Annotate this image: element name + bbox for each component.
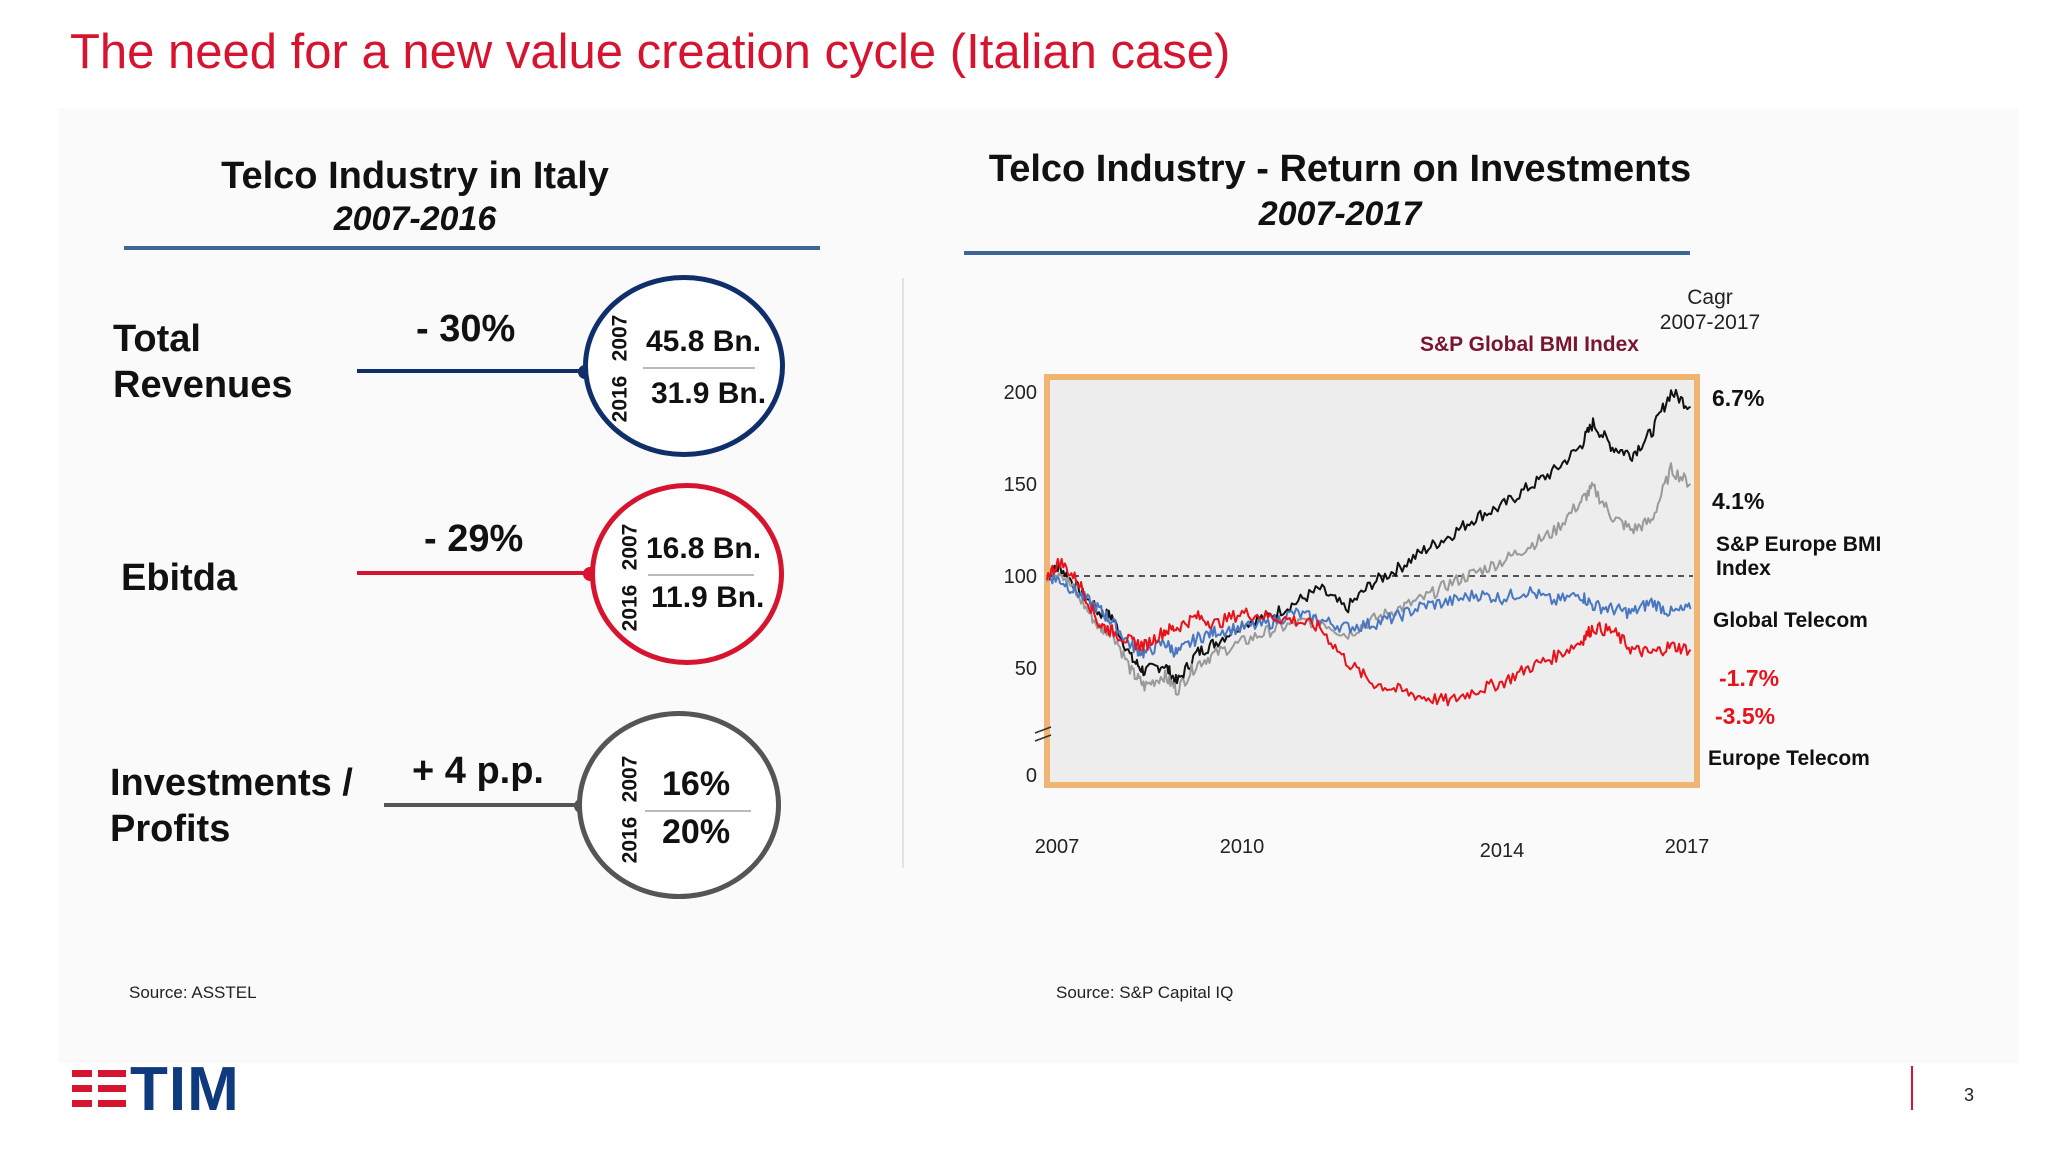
x-tick-label: 2007 (1035, 836, 1080, 858)
year-bottom: 2016 (618, 584, 642, 632)
x-tick-label: 2014 (1480, 840, 1525, 862)
value-bottom: 20% (662, 813, 731, 851)
value-top: 45.8 Bn. (646, 325, 762, 358)
connector-line (357, 571, 589, 575)
metric-circle (577, 711, 781, 899)
metric-delta: - 30% (416, 308, 516, 350)
cagr-header: Cagr 2007-2017 (1640, 285, 1780, 335)
page-number: 3 (1964, 1085, 1975, 1105)
value-top: 16% (662, 765, 731, 803)
cagr-europe-bmi: 4.1% (1712, 488, 1765, 514)
y-tick-label: 100 (1004, 566, 1037, 588)
metric-label-line2: Profits (110, 808, 231, 850)
legend-europe-telecom: Europe Telecom (1708, 747, 1870, 770)
series-line-s-p-global-bmi-index (1046, 388, 1692, 686)
series-line-global-telecom (1046, 573, 1692, 659)
plot-area-frame (1044, 374, 1700, 788)
year-bottom: 2016 (608, 375, 632, 423)
circle-separator (648, 574, 754, 576)
x-tick-label: 2017 (1665, 836, 1710, 858)
cagr-global-bmi: 6.7% (1712, 385, 1765, 411)
y-tick-label: 0 (1026, 765, 1037, 787)
year-top: 2007 (618, 755, 642, 803)
series-line-europe-telecom (1046, 557, 1692, 707)
left-panel-subtitle: 2007-2016 (333, 200, 497, 238)
logo-bar (72, 1085, 92, 1092)
cagr-header-line1: Cagr (1687, 286, 1733, 309)
value-bottom: 31.9 Bn. (651, 377, 767, 410)
cagr-global-telecom: -1.7% (1719, 665, 1780, 691)
roi-line-chart: 0 50 100 150 200 2007 2010 2014 2017 (1004, 374, 1710, 862)
circle-separator (643, 367, 755, 369)
series-line-s-p-europe-bmi-index (1046, 462, 1692, 696)
connector-line (357, 369, 583, 373)
right-panel-subtitle: 2007-2017 (1258, 195, 1422, 233)
connector-line (384, 803, 579, 807)
legend-europe-bmi-line1: S&P Europe BMI (1716, 533, 1882, 556)
logo-bar (98, 1100, 126, 1107)
logo-bar (72, 1070, 92, 1077)
legend-europe-bmi: S&P Europe BMI Index (1716, 533, 1881, 581)
year-bottom: 2016 (618, 816, 642, 864)
legend-global-bmi: S&P Global BMI Index (1420, 333, 1639, 356)
axis-break-mark (1034, 734, 1052, 742)
legend-europe-bmi-line2: Index (1716, 557, 1771, 580)
metric-label-line1: Ebitda (121, 557, 238, 599)
footer-divider (1911, 1066, 1913, 1110)
logo-bar (72, 1100, 92, 1107)
metric-label-line1: Investments / (110, 762, 353, 804)
right-panel-title: Telco Industry - Return on Investments (988, 148, 1692, 190)
value-bottom: 11.9 Bn. (651, 581, 765, 614)
legend-global-telecom: Global Telecom (1713, 609, 1868, 632)
x-tick-label: 2010 (1220, 836, 1265, 858)
metric-delta: + 4 p.p. (412, 750, 544, 792)
circle-separator (645, 810, 751, 812)
y-tick-label: 150 (1004, 474, 1037, 496)
cagr-header-line2: 2007-2017 (1659, 311, 1761, 334)
right-source: Source: S&P Capital IQ (1056, 983, 1234, 1002)
left-panel-title: Telco Industry in Italy (221, 155, 609, 197)
left-panel-rule (124, 246, 820, 250)
panel-divider (902, 278, 904, 868)
right-panel-rule (964, 251, 1690, 255)
logo-bar (98, 1070, 126, 1077)
left-source: Source: ASSTEL (129, 983, 257, 1002)
y-tick-label: 200 (1004, 382, 1037, 404)
value-top: 16.8 Bn. (646, 532, 762, 565)
metric-circle (583, 275, 785, 457)
year-top: 2007 (618, 523, 642, 571)
axis-break-mark (1034, 726, 1052, 734)
logo-bar (98, 1085, 126, 1092)
year-top: 2007 (608, 314, 632, 362)
metric-delta: - 29% (424, 518, 524, 560)
cagr-europe-telecom: -3.5% (1715, 703, 1776, 729)
metric-label-line1: Total (113, 318, 201, 360)
metric-label-line2: Revenues (113, 364, 293, 406)
logo-text: TIM (130, 1055, 240, 1124)
y-tick-label: 50 (1015, 658, 1037, 680)
slide-title: The need for a new value creation cycle … (70, 25, 1231, 79)
